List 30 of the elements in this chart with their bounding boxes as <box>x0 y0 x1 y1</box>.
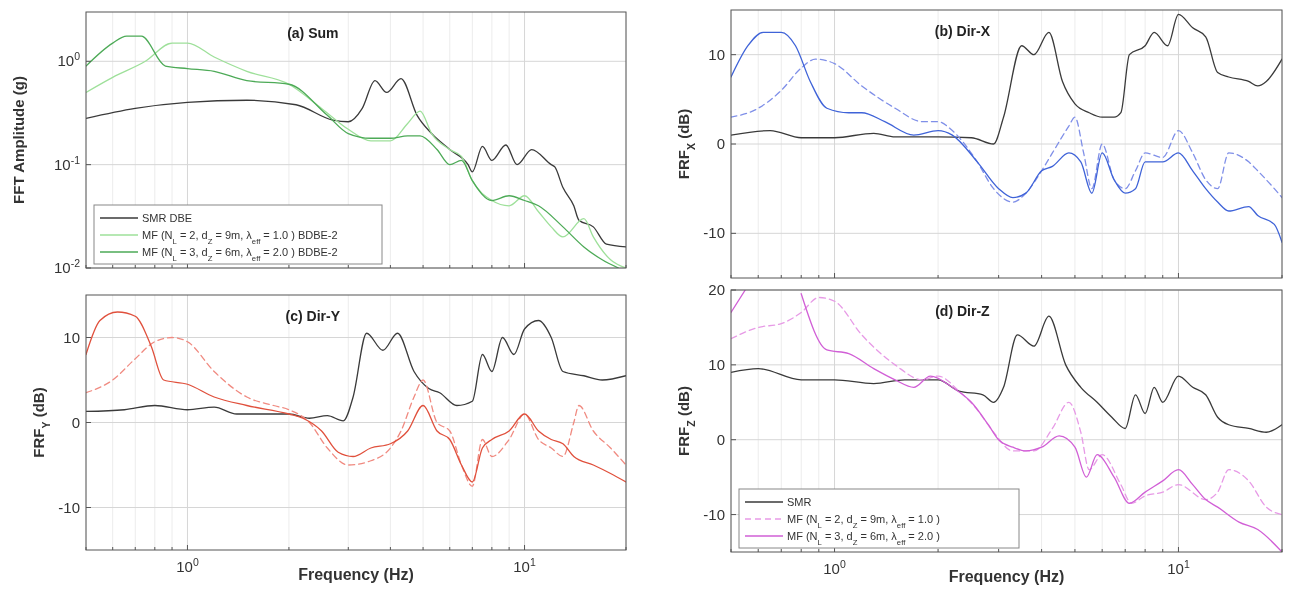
y-tick-label: -10 <box>58 498 80 516</box>
y-tick-label: 10 <box>708 45 725 63</box>
y-axis-title: FFT Amplitude (g) <box>10 76 27 204</box>
text: (d) Dir-Z <box>935 303 991 319</box>
text: (c) Dir-Y <box>285 308 341 324</box>
legend-label: MF (N$_{L}$ = 2, d$_{Z}$ = 9m, λ$_{eff}$ = 1.0 ) BDBE-2 <box>142 229 338 246</box>
legend-label: MF (N$_{L}$ = 2, d$_{Z}$ = 9m, λ$_{eff}$ = 1.0 ) <box>787 513 940 530</box>
y-tick-label: 10 <box>708 355 725 373</box>
y-tick-label: 0 <box>716 135 725 152</box>
x-tick-label: 10$^{1}$ <box>1167 558 1190 577</box>
x-axis-title: Frequency (Hz) <box>948 568 1065 585</box>
x-tick-label: 10$^{0}$ <box>176 556 199 575</box>
y-tick-label: 10$^{-2}$ <box>53 257 81 276</box>
y-tick-label: 10 <box>63 328 80 346</box>
x-axis-title: Frequency (Hz) <box>298 566 414 583</box>
x-tick-label: 10$^{1}$ <box>513 556 536 575</box>
y-tick-label: 10$^{-1}$ <box>53 153 81 173</box>
y-tick-label: -10 <box>703 224 725 242</box>
text: (b) Dir-X <box>934 23 991 39</box>
y-tick-label: -10 <box>703 505 725 523</box>
x-tick-label: 10$^{0}$ <box>823 558 846 577</box>
legend-label: SMR DBE <box>142 212 193 224</box>
legend-label: SMR <box>787 496 812 508</box>
y-tick-label: 0 <box>716 430 725 448</box>
y-tick-label: 10$^{0}$ <box>57 50 81 70</box>
y-tick-label: 20 <box>708 281 725 298</box>
text: (a) Sum <box>287 25 339 41</box>
y-tick-label: 0 <box>71 413 80 431</box>
legend-label: MF (N$_{L}$ = 3, d$_{Z}$ = 6m, λ$_{eff}$ = 2.0 ) BDBE-2 <box>142 246 338 263</box>
legend-label: MF (N$_{L}$ = 3, d$_{Z}$ = 6m, λ$_{eff}$ = 2.0 ) <box>787 530 940 547</box>
